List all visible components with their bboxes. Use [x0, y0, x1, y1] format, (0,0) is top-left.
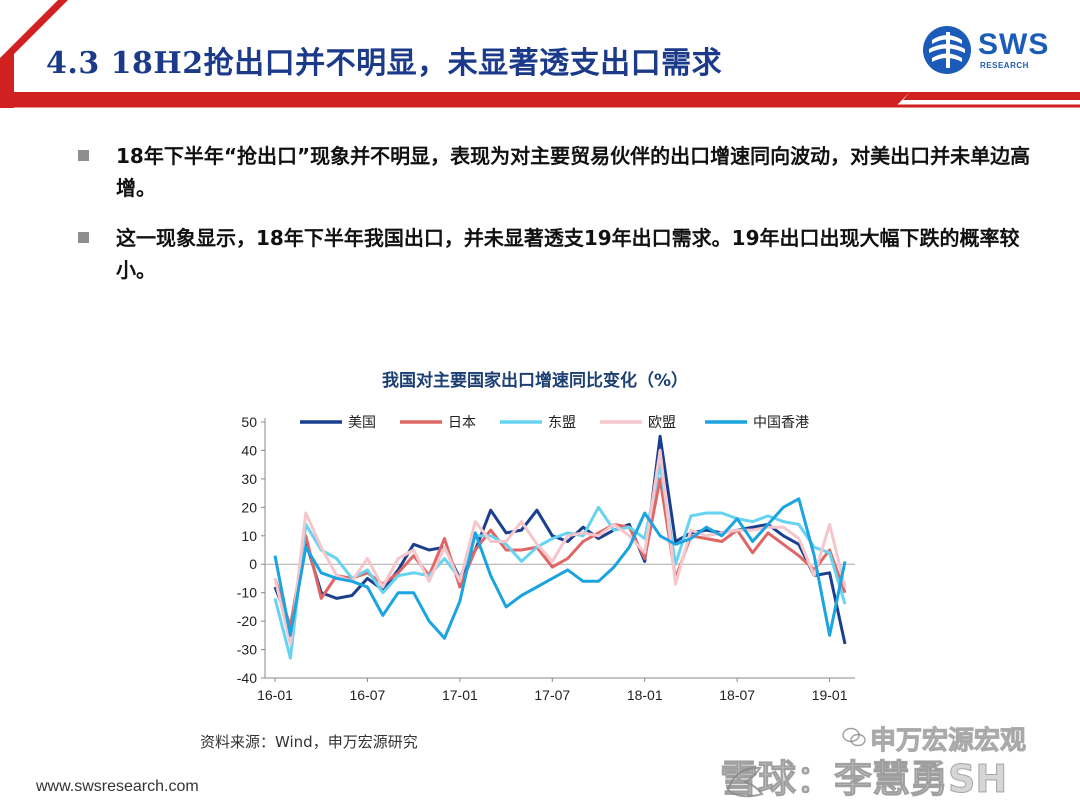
page-title: 4.3 18H2抢出口并不明显，未显著透支出口需求 [46, 46, 723, 81]
sws-logo-icon [923, 26, 971, 74]
legend-label: 欧盟 [648, 415, 676, 431]
x-tick-label: 19-01 [812, 687, 848, 703]
x-tick-label: 18-01 [627, 687, 663, 703]
bullet-item: 18年下半年“抢出口”现象并不明显，表现为对主要贸易伙伴的出口增速同向波动，对美… [78, 140, 1038, 204]
y-tick-label: 50 [241, 414, 257, 430]
header-frame [0, 0, 1080, 108]
bullet-text: 18年下半年“抢出口”现象并不明显，表现为对主要贸易伙伴的出口增速同向波动，对美… [116, 144, 1031, 200]
y-tick-label: -30 [237, 642, 257, 658]
x-tick-label: 16-01 [257, 687, 293, 703]
y-tick-label: -10 [237, 585, 257, 601]
x-tick-label: 18-07 [719, 687, 755, 703]
series-line-0 [273, 434, 847, 645]
sws-logo: SWS RESEARCH [920, 22, 1070, 82]
watermark-top: 申万宏源宏观 [869, 726, 1027, 757]
snowball-logo-icon [726, 766, 764, 798]
logo-subtext: RESEARCH [980, 61, 1029, 70]
square-bullet-icon [78, 232, 89, 243]
square-bullet-icon [78, 150, 89, 161]
bullet-item: 这一现象显示，18年下半年我国出口，并未显著透支19年出口需求。19年出口出现大… [78, 222, 1038, 286]
x-tick-label: 17-01 [442, 687, 478, 703]
source-note: 资料来源：Wind，申万宏源研究 [200, 733, 418, 751]
y-tick-label: 20 [241, 499, 257, 515]
chart-title: 我国对主要国家出口增速同比变化（%） [381, 371, 689, 391]
x-tick-label: 17-07 [534, 687, 570, 703]
y-tick-label: 40 [241, 442, 257, 458]
legend-label: 美国 [348, 415, 376, 431]
y-tick-label: -40 [237, 670, 257, 686]
series-line-3 [273, 448, 847, 646]
export-growth-chart: 50 40 30 20 10 0 -10 -20 -30 -40 16-01 16-07 17-01 17… [190, 358, 880, 718]
y-tick-label: 30 [241, 471, 257, 487]
legend-label: 中国香港 [753, 415, 809, 431]
bullet-list: 18年下半年“抢出口”现象并不明显，表现为对主要贸易伙伴的出口增速同向波动，对美… [78, 140, 1038, 304]
legend-label: 东盟 [548, 415, 576, 431]
x-tick-label: 16-07 [350, 687, 386, 703]
legend-label: 日本 [448, 415, 476, 431]
y-tick-label: -20 [237, 613, 257, 629]
wechat-icon [842, 727, 866, 747]
watermark-bottom: 雪球：李慧勇SH [719, 757, 1008, 802]
bullet-text: 这一现象显示，18年下半年我国出口，并未显著透支19年出口需求。19年出口出现大… [116, 226, 1020, 282]
footer-url[interactable]: www.swsresearch.com [36, 778, 199, 795]
logo-text: SWS [978, 28, 1050, 61]
y-tick-label: 10 [241, 528, 257, 544]
series-line-4 [273, 497, 847, 640]
y-tick-label: 0 [249, 556, 257, 572]
series-line-1 [273, 477, 847, 629]
slide-header: 4.3 18H2抢出口并不明显，未显著透支出口需求 SWS RESEARCH [0, 0, 1080, 108]
series-line-2 [273, 463, 847, 660]
